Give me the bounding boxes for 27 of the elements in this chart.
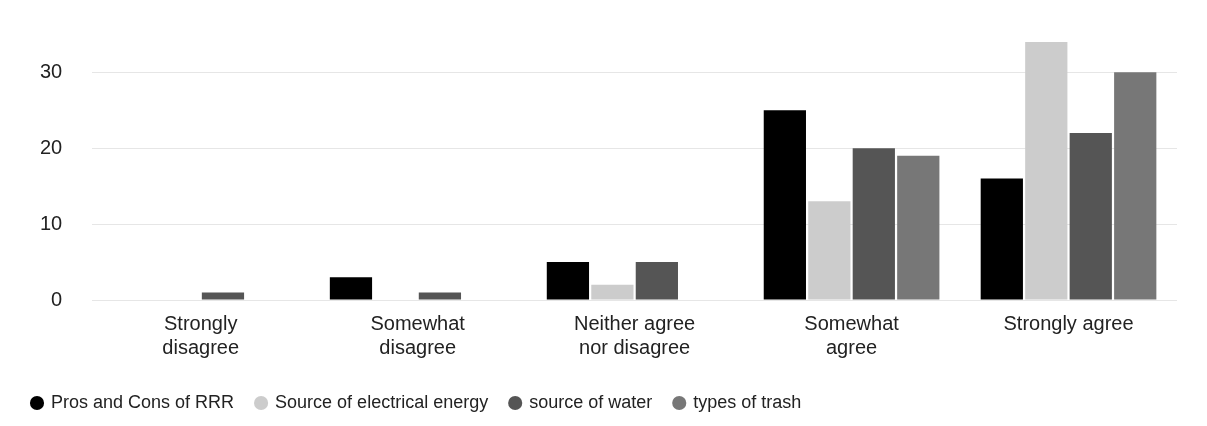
bar (1025, 42, 1068, 300)
y-tick-label: 30 (40, 59, 63, 82)
x-tick-label: Somewhat disagree (370, 311, 466, 358)
bar (980, 178, 1023, 300)
bar (546, 262, 590, 300)
x-tick-label: Neither agree nor disagree (574, 311, 696, 358)
x-tick-label: Strongly agree (1003, 311, 1134, 334)
bar (852, 148, 895, 300)
legend-label: Pros and Cons of RRR (51, 391, 235, 412)
bar (591, 284, 634, 300)
y-tick-label: 20 (40, 135, 63, 158)
bar (329, 277, 373, 300)
y-tick-label: 10 (40, 211, 63, 234)
legend-label: source of water (529, 391, 653, 412)
bar (201, 292, 245, 300)
bar (635, 262, 678, 300)
bar (763, 110, 806, 300)
bar (1114, 72, 1157, 300)
legend-label: Source of electrical energy (275, 391, 489, 412)
legend-label: types of trash (693, 391, 802, 412)
bar (897, 155, 940, 300)
y-tick-label: 0 (51, 287, 63, 310)
x-tick-label: Somewhat agree (804, 311, 900, 358)
bar (418, 292, 462, 300)
x-tick-label: Strongly disagree (162, 311, 240, 358)
bar (808, 201, 851, 300)
bar (1069, 133, 1112, 300)
